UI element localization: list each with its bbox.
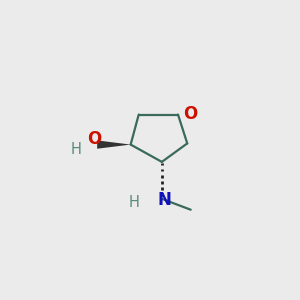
Text: O: O [87,130,101,148]
Polygon shape [97,140,131,149]
Text: H: H [71,142,82,157]
Text: O: O [183,105,197,123]
Text: H: H [129,195,140,210]
Text: N: N [158,191,172,209]
